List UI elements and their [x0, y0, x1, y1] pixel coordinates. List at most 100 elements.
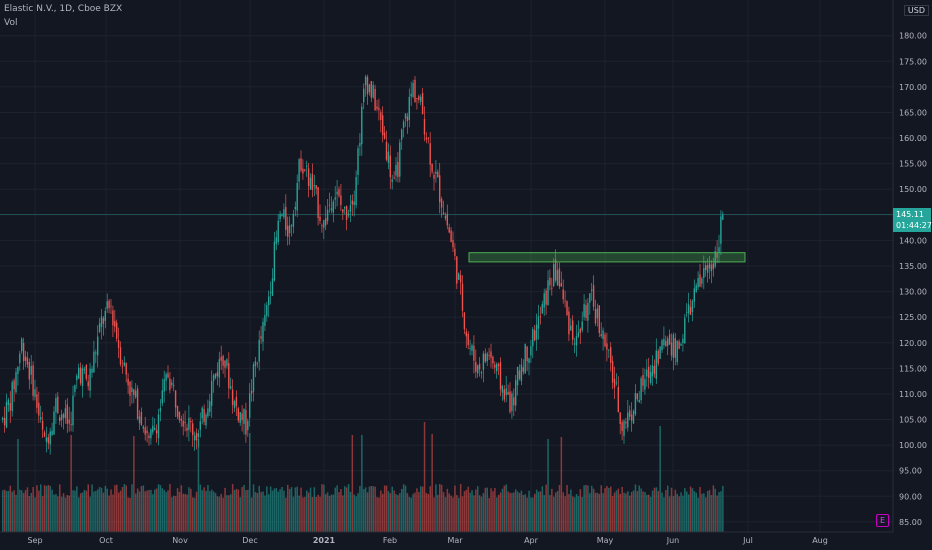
volume-bar [154, 489, 156, 532]
volume-bar [570, 489, 572, 532]
volume-bar [133, 436, 135, 532]
volume-bar [378, 497, 380, 532]
candle-body [237, 408, 239, 421]
candle-body [665, 340, 667, 347]
candle-body [515, 380, 517, 406]
candle-body [55, 398, 57, 413]
candle-body [427, 138, 429, 140]
volume-bar [62, 493, 65, 532]
volume-bar [497, 494, 500, 532]
volume-bar [129, 497, 131, 532]
candle-body [245, 409, 247, 435]
candle-body [456, 256, 458, 284]
candle-body [66, 404, 68, 424]
candle-body [97, 336, 99, 356]
candle-body [461, 283, 464, 311]
volume-bar [5, 490, 8, 532]
volume-bar [401, 488, 403, 532]
volume-bar [608, 487, 610, 532]
candle-body [596, 308, 599, 319]
candle-body [121, 366, 124, 368]
candle-body [376, 106, 378, 109]
volume-bar [279, 489, 281, 532]
volume-bar [209, 491, 211, 532]
candle-body [178, 411, 181, 421]
volume-bar [152, 494, 154, 532]
symbol-title[interactable]: Elastic N.V., 1D, Cboe BZX [4, 4, 123, 14]
candle-body [218, 359, 220, 378]
candle-body [68, 419, 70, 424]
volume-bar [277, 491, 279, 532]
volume-bar [326, 492, 329, 532]
candle-body [655, 350, 657, 379]
candle-body [541, 304, 543, 314]
candle-body [364, 76, 367, 86]
volume-bar [562, 492, 564, 532]
candle-body [233, 401, 236, 409]
candle-body [553, 264, 555, 287]
candle-body [539, 316, 542, 318]
volume-bar [423, 422, 426, 532]
volume-bar [83, 489, 86, 532]
candle-body [231, 389, 234, 406]
volume-bar [484, 487, 487, 532]
volume-bar [254, 491, 257, 532]
volume-bar [165, 492, 167, 532]
volume-bar [114, 485, 116, 532]
volume-bar [699, 487, 701, 532]
volume-bar [108, 495, 110, 532]
candle-body [309, 177, 312, 190]
volume-bar [490, 488, 492, 532]
candle-body [155, 430, 158, 434]
candle-body [703, 267, 705, 278]
candle-body [119, 347, 122, 365]
volume-bar [131, 484, 133, 532]
candle-body [638, 400, 640, 403]
candle-body [689, 306, 692, 315]
volume-legend[interactable]: Vol [4, 18, 18, 28]
volume-bar [211, 489, 213, 532]
candle-body [695, 285, 697, 292]
volume-bar [397, 495, 399, 532]
volume-bar [554, 492, 557, 532]
volume-bar [72, 490, 74, 532]
candle-body [34, 389, 36, 397]
earnings-badge-icon[interactable]: E [876, 514, 889, 527]
volume-bar [433, 497, 435, 532]
candle-body [135, 390, 137, 398]
candle-body [319, 216, 321, 222]
volume-bar [693, 491, 696, 532]
volume-bar [347, 484, 350, 532]
candle-body [49, 431, 51, 445]
volume-bar [235, 488, 238, 532]
volume-bar [87, 484, 89, 532]
candle-body [672, 334, 675, 358]
candle-body [79, 367, 82, 384]
candle-body [340, 195, 342, 206]
candle-body [416, 98, 418, 100]
candle-body [469, 348, 471, 349]
volume-bar [192, 497, 194, 532]
volume-bar [148, 490, 150, 532]
volume-bar [40, 484, 42, 532]
volume-bar [294, 487, 297, 532]
volume-bar [351, 435, 354, 532]
candle-body [581, 321, 583, 331]
y-tick-label: 155.00 [899, 160, 927, 169]
candle-body [372, 85, 374, 98]
y-tick-label: 85.00 [899, 518, 922, 527]
volume-bar [627, 491, 629, 532]
volume-bar [668, 496, 671, 532]
candle-body [368, 84, 371, 93]
volume-bar [678, 496, 680, 532]
volume-bar [119, 490, 122, 532]
volume-bar [273, 488, 276, 532]
candle-body [144, 427, 146, 435]
candle-body [509, 391, 511, 413]
volume-bar [507, 491, 509, 532]
volume-bar [64, 497, 67, 532]
currency-label[interactable]: USD [903, 5, 929, 16]
candle-body [125, 362, 127, 375]
volume-bar [51, 489, 53, 532]
